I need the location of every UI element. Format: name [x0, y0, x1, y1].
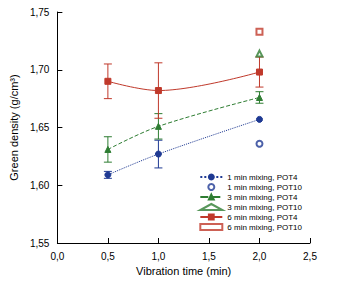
svg-text:0,0: 0,0	[50, 251, 64, 262]
svg-text:1 min mixing, POT4: 1 min mixing, POT4	[227, 173, 298, 182]
svg-text:0,5: 0,5	[101, 251, 115, 262]
svg-text:1,0: 1,0	[151, 251, 165, 262]
svg-text:Green density (g/cm³): Green density (g/cm³)	[8, 74, 20, 180]
svg-text:1,65: 1,65	[30, 122, 50, 133]
svg-text:2,5: 2,5	[303, 251, 317, 262]
svg-text:1,70: 1,70	[30, 64, 50, 75]
svg-text:1,60: 1,60	[30, 180, 50, 191]
svg-text:1,55: 1,55	[30, 238, 50, 249]
svg-text:6 min mixing, POT10: 6 min mixing, POT10	[227, 223, 302, 232]
svg-text:6 min mixing, POT4: 6 min mixing, POT4	[227, 213, 298, 222]
svg-text:2,0: 2,0	[253, 251, 267, 262]
svg-text:3 min mixing, POT10: 3 min mixing, POT10	[227, 203, 302, 212]
svg-text:1 min mixing, POT10: 1 min mixing, POT10	[227, 183, 302, 192]
svg-text:1,75: 1,75	[30, 7, 50, 18]
svg-text:3 min mixing, POT4: 3 min mixing, POT4	[227, 193, 298, 202]
svg-text:1,5: 1,5	[202, 251, 216, 262]
svg-text:Vibration time (min): Vibration time (min)	[136, 265, 231, 277]
